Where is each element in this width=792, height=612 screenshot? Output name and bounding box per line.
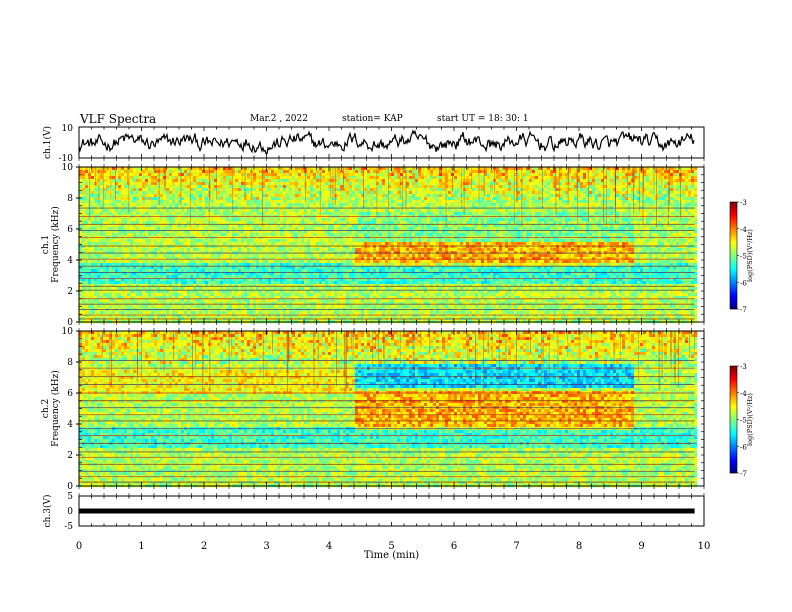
y-tick-label: 8 xyxy=(67,194,73,204)
colorbar-tick-label: -7 xyxy=(740,306,747,314)
colorbar-tick-label: -3 xyxy=(740,363,747,371)
x-tick-label: 0 xyxy=(76,541,82,552)
x-axis-label: Time (min) xyxy=(364,550,419,561)
y-tick-label: -5 xyxy=(64,522,73,532)
y-tick-label: 2 xyxy=(67,451,73,461)
x-tick-label: 2 xyxy=(201,541,207,552)
ch1-spectrogram xyxy=(76,167,704,323)
y-tick-label: 10 xyxy=(62,124,74,134)
y-tick-label: 6 xyxy=(67,389,73,399)
x-tick-label: 10 xyxy=(698,541,711,552)
y-tick-label: 4 xyxy=(67,420,73,430)
y-axis-label: ch.1 xyxy=(41,235,51,254)
colorbar-tick-label: -7 xyxy=(740,470,747,478)
x-tick-label: 1 xyxy=(138,541,144,552)
x-tick-label: 9 xyxy=(638,541,644,552)
y-axis-label: ch.2 xyxy=(41,399,51,418)
y-tick-label: 10 xyxy=(62,327,74,337)
vlf-figure: 10-10ch.1(V)0246810ch.1 Frequency (kHz)-3… xyxy=(0,0,792,612)
y-tick-label: 6 xyxy=(67,225,73,235)
ch1-waveform xyxy=(79,127,704,158)
x-tick-label: 4 xyxy=(326,541,332,552)
ch3-signal xyxy=(79,496,704,526)
colorbar-tick-label: -3 xyxy=(740,199,747,207)
y-axis-label: ch.3(V) xyxy=(42,495,53,528)
colorbar-label: log(PSD)(V²/Hz) xyxy=(746,229,754,282)
x-tick-label: 3 xyxy=(263,541,269,552)
y-axis-label: ch.1(V) xyxy=(42,126,53,159)
y-axis-label: Frequency (kHz) xyxy=(50,206,61,283)
waveform-line xyxy=(79,131,694,154)
y-tick-label: 0 xyxy=(67,482,73,492)
colorbar xyxy=(730,202,739,309)
x-tick-label: 8 xyxy=(576,541,582,552)
x-tick-label: 6 xyxy=(451,541,457,552)
y-axis-label: Frequency (kHz) xyxy=(50,370,61,447)
y-tick-label: 10 xyxy=(62,163,74,173)
x-tick-label: 7 xyxy=(513,541,519,552)
colorbar-label: log(PSD)(V²/Hz) xyxy=(746,393,754,446)
y-tick-label: 0 xyxy=(67,507,73,517)
ch2-spectrogram xyxy=(76,331,704,487)
signal-band xyxy=(79,509,695,514)
y-tick-label: 4 xyxy=(67,256,73,266)
y-tick-label: 5 xyxy=(67,492,73,502)
y-tick-label: 8 xyxy=(67,358,73,368)
y-tick-label: 2 xyxy=(67,287,73,297)
colorbar xyxy=(730,366,739,473)
